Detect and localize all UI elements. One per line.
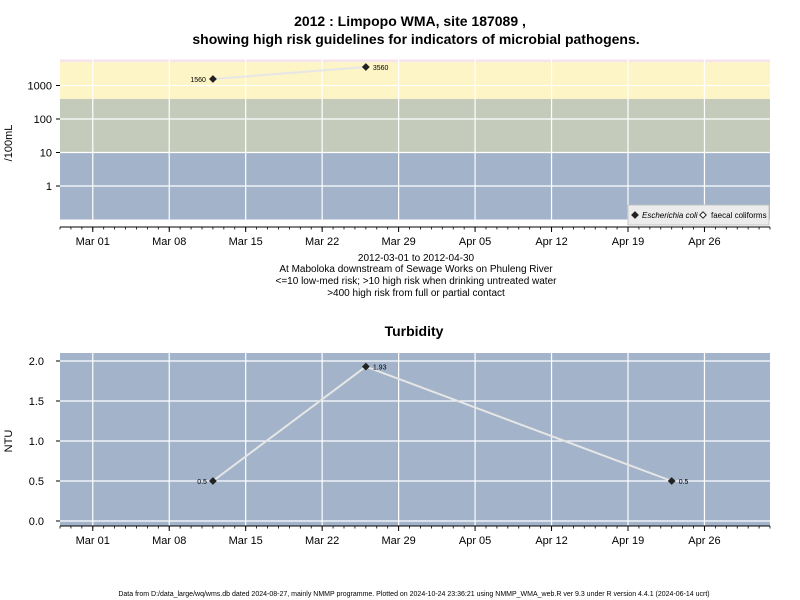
x-tick-label: Apr 05 [459,535,491,547]
x-tick-label: Mar 01 [76,535,110,547]
y-tick-label: 100 [34,114,52,126]
y-axis-label: NTU [3,430,15,453]
x-tick-label: Mar 15 [229,236,263,248]
risk-band [60,59,770,63]
legend-ecoli-marker [631,211,639,219]
turbidity-data-label: 1.93 [373,365,387,372]
x-tick-label: Mar 08 [152,535,186,547]
ecoli-data-label: 1560 [190,77,206,84]
turbidity-data-point [209,477,217,485]
chart-title-line2: showing high risk guidelines for indicat… [192,31,639,47]
subtitle-line: <=10 low-med risk; >10 high risk when dr… [276,276,558,287]
y-tick-label: 10 [40,148,52,160]
legend-faecal-marker [699,211,707,219]
subtitle-line: At Maboloka downstream of Sewage Works o… [279,264,553,275]
turbidity-data-label: 0.5 [197,479,207,486]
ecoli-data-point [209,75,217,83]
y-tick-label: 1000 [28,81,52,93]
x-tick-label: Mar 15 [229,535,263,547]
turbidity-plot-panel: 0.0 0.5 1.0 1.5 2.0 NTU Mar 01 Mar 08 Mar 15 Mar … [3,353,771,547]
plot-background [60,353,770,526]
turbidity-data-label: 0.5 [679,479,689,486]
y-tick-label: 1.0 [29,436,44,448]
x-tick-label: Mar 08 [152,236,186,248]
x-tick-label: Apr 26 [688,236,720,248]
turbidity-title: Turbidity [385,323,444,339]
y-axis-label: /100mL [3,125,15,162]
ecoli-data-label: 3560 [373,65,389,72]
y-tick-label: 1.5 [29,396,44,408]
x-tick-label: Mar 22 [305,236,339,248]
x-tick-label: Mar 29 [381,535,415,547]
legend-faecal-label: faecal coliforms [711,211,767,220]
microbial-plot-panel: 1 10 100 1000/100mL Mar 01 Mar 08 Mar 15 Mar 22… [3,59,771,248]
x-tick-label: Mar 29 [381,236,415,248]
subtitle-line: >400 high risk from full or partial cont… [327,288,505,299]
footer-note: Data from D:/data_large/wq/wms.db dated … [118,591,709,598]
y-tick-label: 0.5 [29,476,44,488]
x-tick-label: Mar 01 [76,236,110,248]
ecoli-series-line [212,66,366,81]
x-tick-label: Apr 19 [612,236,644,248]
subtitle-line: 2012-03-01 to 2012-04-30 [358,253,475,264]
y-tick-label: 1 [46,181,52,193]
x-tick-label: Apr 05 [459,236,491,248]
risk-band [60,98,770,153]
legend: Escherichia coli faecal coliforms [627,204,770,226]
x-tick-label: Apr 12 [535,236,567,248]
x-tick-label: Apr 19 [612,535,644,547]
y-tick-label: 2.0 [29,356,44,368]
ecoli-data-point [361,63,370,71]
turbidity-data-point [667,477,676,485]
turbidity-data-point [361,362,370,371]
x-tick-label: Apr 12 [535,535,567,547]
x-tick-label: Apr 26 [688,535,720,547]
chart-title-line1: 2012 : Limpopo WMA, site 187089 , [294,13,526,29]
x-tick-label: Mar 22 [305,535,339,547]
y-tick-label: 0.0 [29,516,44,528]
risk-band [60,62,770,99]
legend-ecoli-label: Escherichia coli [642,211,698,220]
legend-box [627,204,770,226]
